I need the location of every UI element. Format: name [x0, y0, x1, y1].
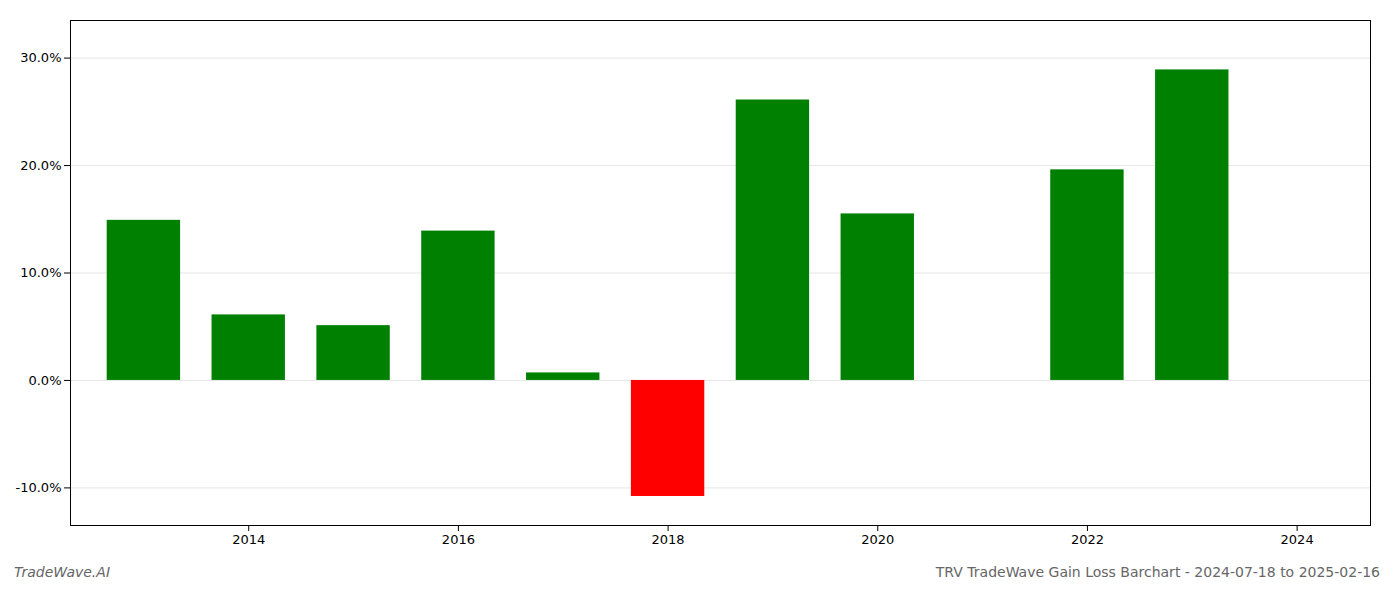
svg-text:2014: 2014: [232, 532, 265, 547]
svg-text:-10.0%: -10.0%: [16, 480, 62, 495]
html-text:TradeWave.AI: TradeWave.AI: [14, 564, 110, 580]
svg-text:2024: 2024: [1281, 532, 1314, 547]
html-text:TRV TradeWave Gain Loss Barcha: TRV TradeWave Gain Loss Barchart - 2024-…: [935, 564, 1380, 580]
svg-text:2016: 2016: [442, 532, 475, 547]
svg-text:0.0%: 0.0%: [28, 373, 61, 388]
svg-text:2022: 2022: [1071, 532, 1104, 547]
svg-text:20.0%: 20.0%: [20, 158, 61, 173]
svg-text:10.0%: 10.0%: [20, 265, 61, 280]
svg-text:30.0%: 30.0%: [20, 50, 61, 65]
svg-text:2020: 2020: [861, 532, 894, 547]
svg-text:2018: 2018: [652, 532, 685, 547]
